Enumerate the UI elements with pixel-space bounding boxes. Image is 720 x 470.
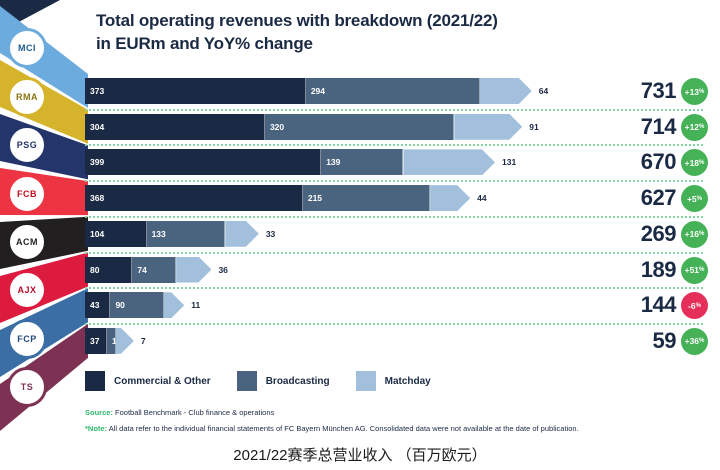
broadcasting-segment: 74 [132,256,177,283]
matchday-value: 44 [477,193,487,204]
matchday-value: 11 [191,300,201,311]
matchday-value: 7 [140,335,146,346]
commercial-other-segment: 37 [85,327,107,354]
row-separator [85,287,703,290]
matchday-swatch [355,371,376,391]
revenue-row-ac-milan: 104 133 33 269 +16% [85,220,720,248]
matchday-value: 91 [529,121,539,132]
club-logo-real-madrid: RMA [7,76,47,117]
source-text: Football Benchmark - Club finance & oper… [112,408,275,417]
club-sidebar: MCI RMA PSG FCB ACM AJX FCP TS [0,0,88,470]
row-separator [85,108,703,111]
commercial-other-segment: 80 [85,256,133,283]
revenue-row-manchester-city: 373 294 64 731 +13% [85,78,720,105]
broadcasting-segment: 215 [302,185,431,212]
revenue-row-trabzonspor: 3715 7 59+36% [85,327,720,355]
commercial-swatch [85,371,105,391]
commercial-other-segment: 368 [85,185,303,212]
club-logo-fc-bayern-m-nchen: FCB [7,173,47,214]
note-line: *Note: All data refer to the individual … [85,424,579,433]
total-revenue-value: 144 [640,292,677,318]
legend-label: Broadcasting [265,375,330,387]
commercial-other-segment: 373 [85,78,306,104]
broadcasting-segment: 90 [110,292,164,319]
total-revenue-value: 714 [640,113,677,139]
broadcasting-segment: 294 [305,78,480,104]
matchday-segment [480,78,532,104]
matchday-segment [116,328,134,354]
revenue-row-real-madrid: 304 320 91 714 +12% [85,113,720,141]
legend-item-commercial: Commercial & Other [85,371,211,391]
chart-legend: Commercial & Other Broadcasting Matchday [85,371,431,391]
club-logo-trabzonspor: TS [7,367,47,408]
chart-title-line2: in EURm and YoY% change [96,33,313,53]
broadcasting-swatch [236,371,257,391]
club-logo-ajax: AJX [7,270,47,311]
total-revenue-value: 670 [640,149,677,175]
legend-item-broadcasting: Broadcasting [236,371,330,391]
club-logo-manchester-city: MCI [7,28,47,69]
commercial-other-segment: 43 [85,292,111,319]
broadcasting-segment: 133 [146,220,226,247]
matchday-value: 33 [265,228,276,239]
chinese-caption: 2021/22赛季总营业收入 （百万欧元） [233,447,487,464]
chart-title: Total operating revenues with breakdown … [96,10,498,56]
club-logo-fc-porto: FCP [7,318,47,359]
row-separator [85,144,703,147]
commercial-other-segment: 104 [85,220,147,247]
yoy-change-badge: +18% [681,149,708,177]
total-revenue-value: 59 [652,327,677,353]
matchday-segment [403,149,495,175]
revenue-row-paris-saint-germain: 399 139 131 670 +18% [85,149,720,177]
legend-label: Matchday [384,375,431,387]
matchday-segment [164,292,185,318]
revenue-row-fc-bayern-m-nchen: 368 215 44 627 +5% [85,185,720,213]
row-separator [85,180,703,183]
yoy-change-badge: +12% [681,113,708,141]
matchday-value: 64 [538,86,549,96]
yoy-change-badge: -6% [681,292,708,320]
broadcasting-segment: 139 [321,149,404,176]
source-label: Source: [85,408,113,417]
matchday-segment [225,221,259,247]
row-separator [85,251,703,254]
matchday-segment [176,257,211,283]
yoy-change-badge: +13% [681,78,708,105]
broadcasting-segment: 320 [264,113,455,140]
yoy-change-badge: +16% [681,220,708,248]
broadcasting-segment: 15 [106,327,121,354]
note-text: All data refer to the individual financi… [107,424,579,433]
chart-title-line1: Total operating revenues with breakdown … [96,11,498,30]
source-line: Source: Football Benchmark - Club financ… [85,408,274,417]
matchday-segment [454,114,522,140]
matchday-value: 36 [218,264,228,275]
note-label: *Note: [85,424,108,433]
revenue-row-fc-porto: 43 90 11 144 -6% [85,292,720,320]
total-revenue-value: 269 [640,220,677,246]
row-separator [85,215,703,218]
row-separator [85,322,703,325]
matchday-segment [430,185,470,211]
legend-label: Commercial & Other [114,375,211,387]
legend-item-matchday: Matchday [355,371,431,391]
yoy-change-badge: +5% [681,185,708,213]
yoy-change-badge: +36% [681,327,708,355]
total-revenue-value: 189 [640,256,677,282]
commercial-other-segment: 399 [85,149,322,176]
total-revenue-value: 731 [640,78,677,103]
revenue-row-ajax: 80 74 36 189 +51% [85,256,720,284]
club-logo-paris-saint-germain: PSG [7,125,47,166]
matchday-value: 131 [502,157,517,168]
club-logo-ac-milan: ACM [7,221,47,262]
commercial-other-segment: 304 [85,113,265,140]
total-revenue-value: 627 [640,185,677,211]
yoy-change-badge: +51% [681,256,708,284]
